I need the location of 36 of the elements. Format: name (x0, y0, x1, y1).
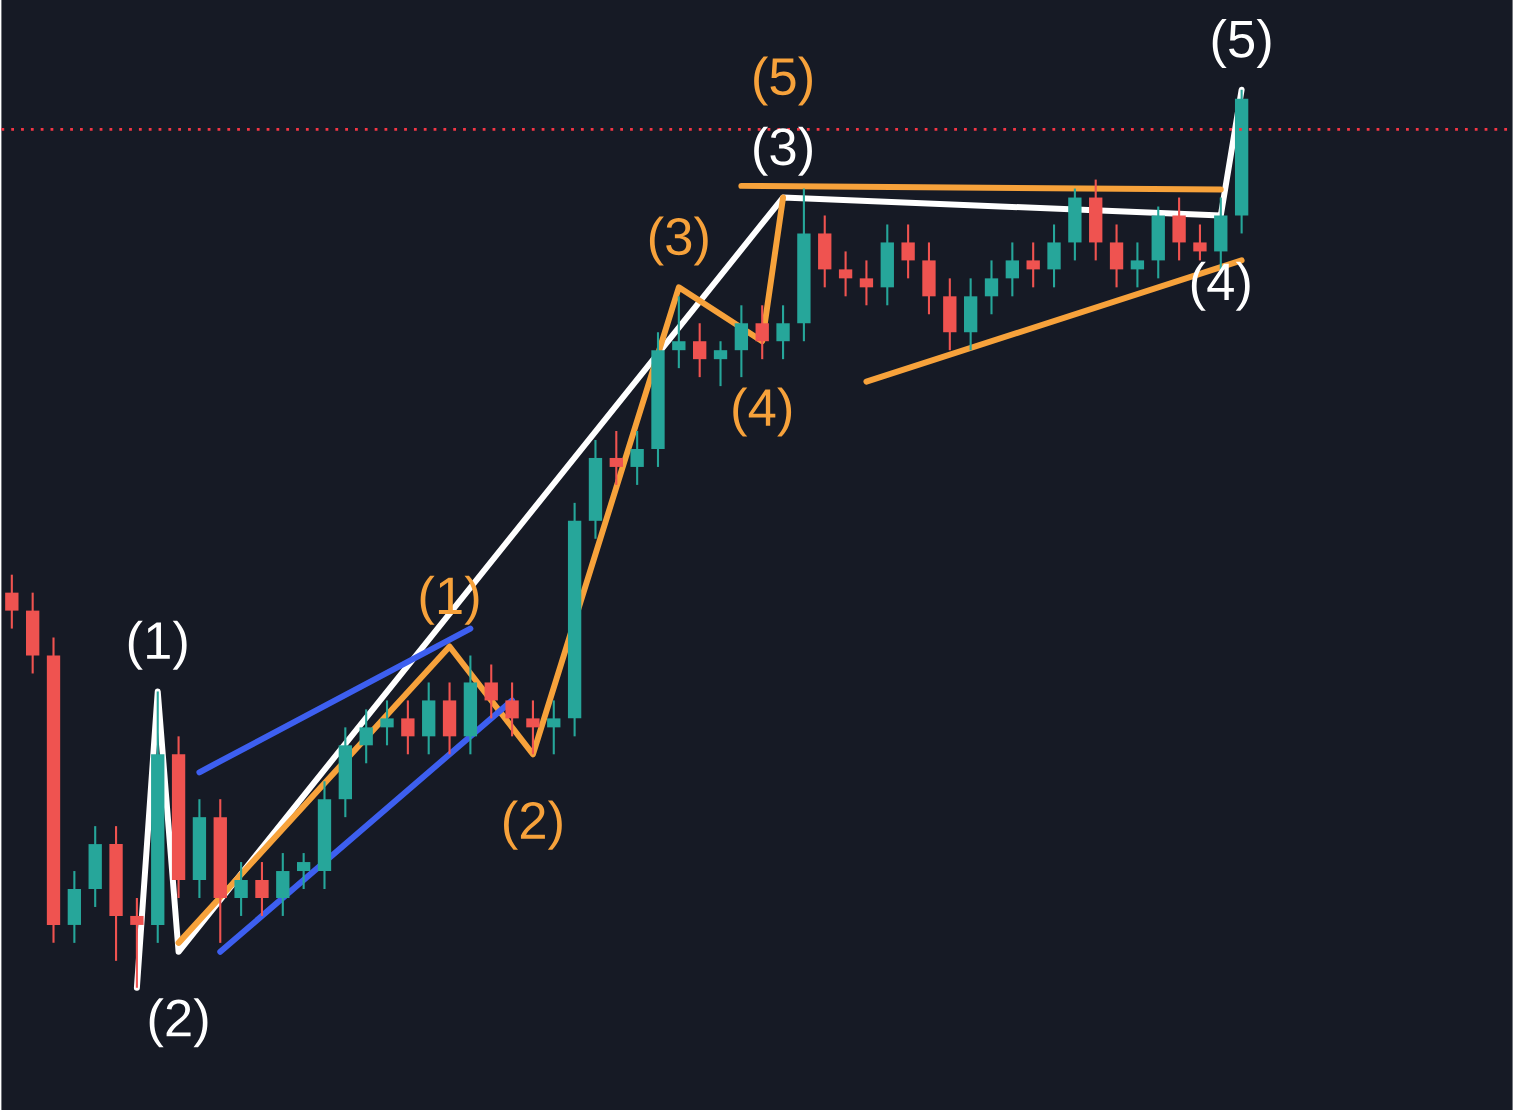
candlestick (984, 259, 999, 316)
candlestick (776, 304, 790, 361)
candlestick (1193, 223, 1207, 262)
candlestick (1130, 241, 1145, 289)
candlestick (1026, 241, 1040, 289)
candlestick (630, 430, 644, 486)
annotation: (3) (754, 126, 812, 176)
annotation: (5) (754, 56, 812, 106)
candlestick (609, 430, 623, 486)
candlestick (130, 896, 144, 989)
candlestick (526, 699, 540, 756)
candlestick (234, 861, 248, 918)
candlestick (713, 340, 728, 388)
candlestick (859, 259, 874, 307)
candlestick (547, 699, 561, 756)
text: (2) (149, 998, 208, 1048)
annotation: (3) (649, 216, 708, 266)
candlestick (255, 861, 269, 918)
annotation: (4) (733, 387, 792, 437)
candlestick (693, 322, 707, 379)
candlestick (5, 573, 19, 630)
candlestick (838, 250, 853, 298)
candlestick (380, 699, 394, 747)
candlestick (484, 663, 498, 720)
candlestick (401, 699, 415, 756)
candlestick (296, 852, 311, 891)
annotation: (2) (504, 800, 562, 850)
candlestick (505, 681, 519, 738)
candlestick (359, 708, 373, 765)
candlestick (672, 295, 686, 370)
candlestick (901, 223, 915, 280)
candlestick (1005, 241, 1020, 298)
annotation: (4) (1191, 261, 1250, 311)
text: (5) (1212, 19, 1271, 69)
candlestick (755, 304, 769, 361)
annotation: (1) (128, 620, 187, 670)
